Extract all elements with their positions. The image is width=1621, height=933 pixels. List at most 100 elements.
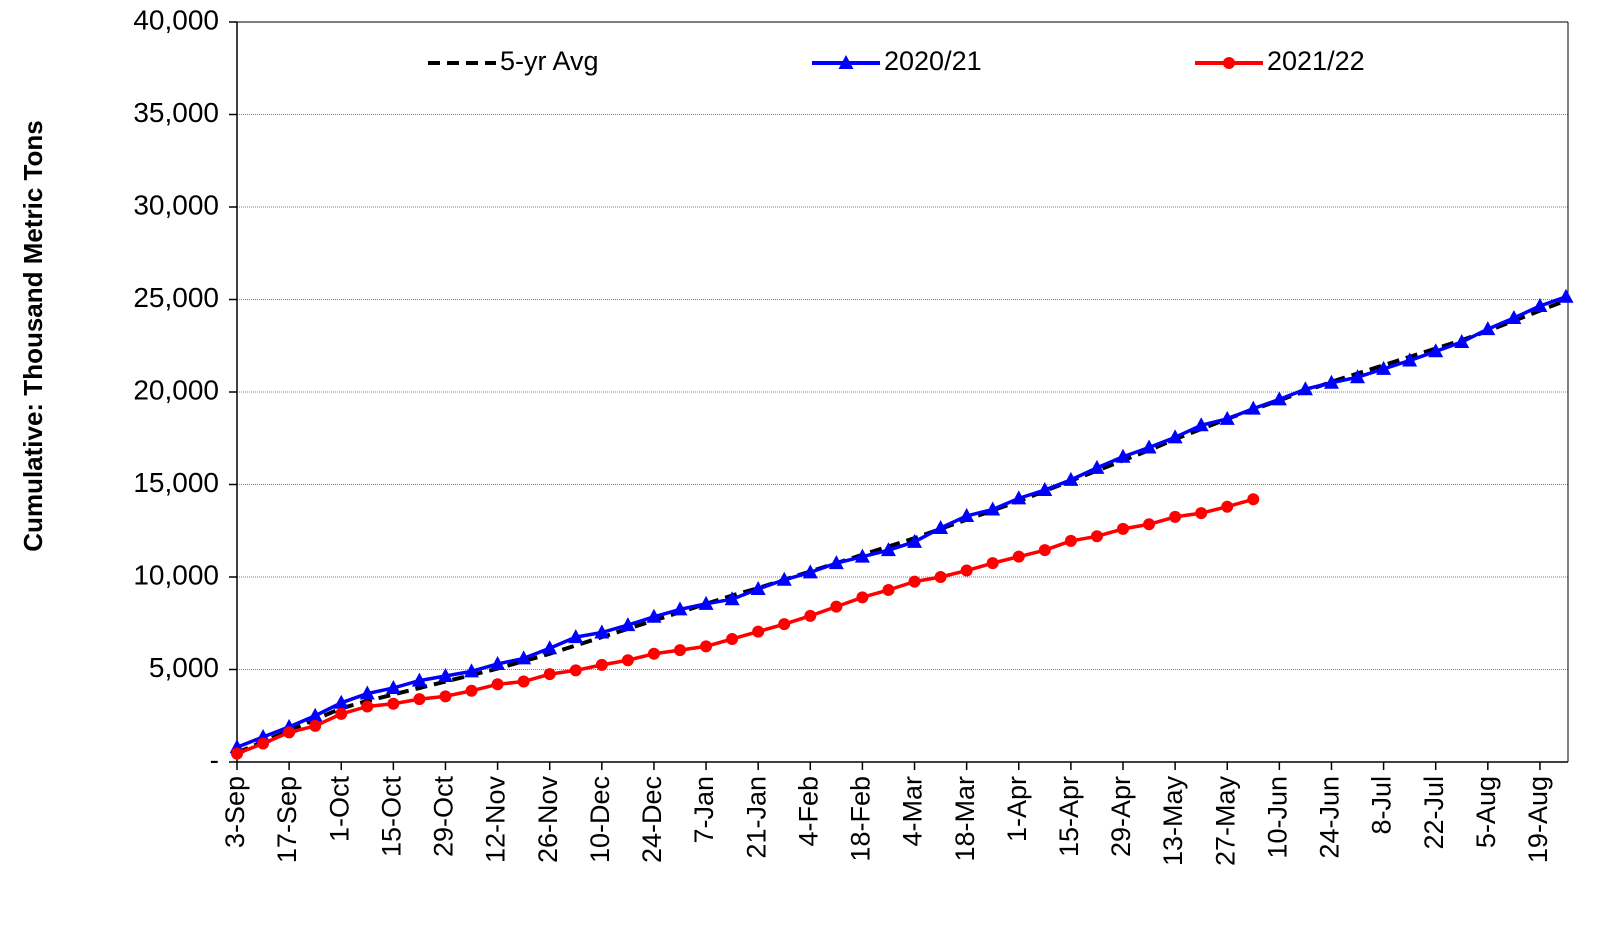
point (1558, 288, 1574, 303)
point (464, 663, 480, 678)
y-tick-label: - (210, 744, 219, 775)
point (1223, 57, 1235, 69)
point (1297, 381, 1313, 396)
point (698, 595, 714, 610)
point (778, 618, 791, 631)
point (1480, 321, 1496, 336)
x-tick-label: 29-Apr (1106, 776, 1136, 857)
x-tick-label: 27-May (1210, 776, 1240, 867)
point (882, 583, 895, 596)
x-tick-label: 13-May (1158, 776, 1188, 867)
x-tick-label: 21-Jan (741, 776, 771, 859)
point (1454, 334, 1470, 349)
point (1247, 493, 1260, 506)
point (1245, 400, 1261, 415)
point (1012, 550, 1025, 563)
point (1038, 544, 1051, 557)
point (595, 658, 608, 671)
y-tick-label: 10,000 (133, 559, 219, 590)
legend-label: 5-yr Avg (500, 46, 599, 76)
x-tick-label: 1-Oct (324, 776, 354, 843)
point (517, 675, 530, 688)
point (333, 694, 349, 709)
point (672, 601, 688, 616)
point (1090, 530, 1103, 543)
x-tick-label: 26-Nov (533, 776, 563, 864)
point (1506, 310, 1522, 324)
point (621, 654, 634, 667)
point (934, 571, 947, 583)
point (802, 564, 818, 579)
point (231, 747, 243, 760)
point (1169, 510, 1182, 523)
point (1141, 439, 1157, 454)
x-tick-label: 5-Aug (1471, 776, 1501, 848)
x-tick-label: 19-Aug (1523, 776, 1553, 863)
x-tick-label: 10-Dec (585, 776, 615, 863)
point (1221, 500, 1234, 513)
point (1532, 297, 1548, 312)
series (229, 288, 1574, 754)
point (985, 501, 1001, 516)
point (1063, 471, 1079, 486)
point (594, 624, 610, 639)
point (908, 575, 921, 588)
x-tick-label: 7-Jan (689, 776, 719, 844)
point (1117, 522, 1129, 535)
series-line (236, 497, 1254, 756)
point (283, 726, 296, 739)
point (726, 632, 739, 645)
point (543, 668, 556, 681)
x-tick-label: 4-Feb (793, 776, 823, 847)
point (542, 640, 558, 655)
x-tick-label: 17-Sep (272, 776, 302, 863)
y-axis-title: Cumulative: Thousand Metric Tons (18, 120, 48, 551)
point (307, 707, 323, 722)
point (1323, 374, 1339, 389)
point (1219, 410, 1235, 425)
point (439, 690, 452, 703)
point (568, 629, 584, 644)
point (1195, 507, 1208, 520)
point (490, 655, 506, 670)
point (880, 542, 896, 557)
legend-label: 2020/21 (884, 46, 982, 76)
series-line (236, 295, 1567, 749)
point (724, 591, 740, 606)
legend-marker (1223, 57, 1235, 69)
point (359, 685, 375, 700)
point (413, 693, 426, 706)
point (387, 697, 400, 710)
point (838, 55, 854, 69)
x-tick-label: 24-Jun (1315, 776, 1345, 859)
x-tick-label: 12-Nov (481, 776, 511, 864)
point (1376, 360, 1392, 375)
point (437, 667, 453, 682)
legend-label: 2021/22 (1267, 46, 1365, 76)
point (1271, 391, 1287, 406)
x-tick-label: 15-Apr (1054, 776, 1084, 857)
point (465, 684, 478, 697)
point (1428, 343, 1444, 358)
point (752, 625, 765, 638)
series (236, 298, 1567, 755)
x-tick-label: 8-Jul (1367, 776, 1397, 835)
x-tick-label: 24-Dec (637, 776, 667, 863)
point (830, 600, 843, 613)
point (959, 507, 975, 522)
point (750, 581, 766, 596)
point (1193, 417, 1209, 432)
point (385, 680, 401, 694)
x-tick-label: 29-Oct (429, 776, 459, 858)
x-tick-label: 18-Feb (846, 776, 876, 862)
y-tick-label: 15,000 (133, 467, 219, 498)
point (491, 678, 504, 691)
y-tick-label: 30,000 (133, 189, 219, 220)
x-tick-label: 10-Jun (1262, 776, 1292, 859)
point (1064, 534, 1077, 547)
legend-marker (838, 55, 854, 69)
y-tick-label: 35,000 (133, 97, 219, 128)
point (854, 548, 870, 563)
